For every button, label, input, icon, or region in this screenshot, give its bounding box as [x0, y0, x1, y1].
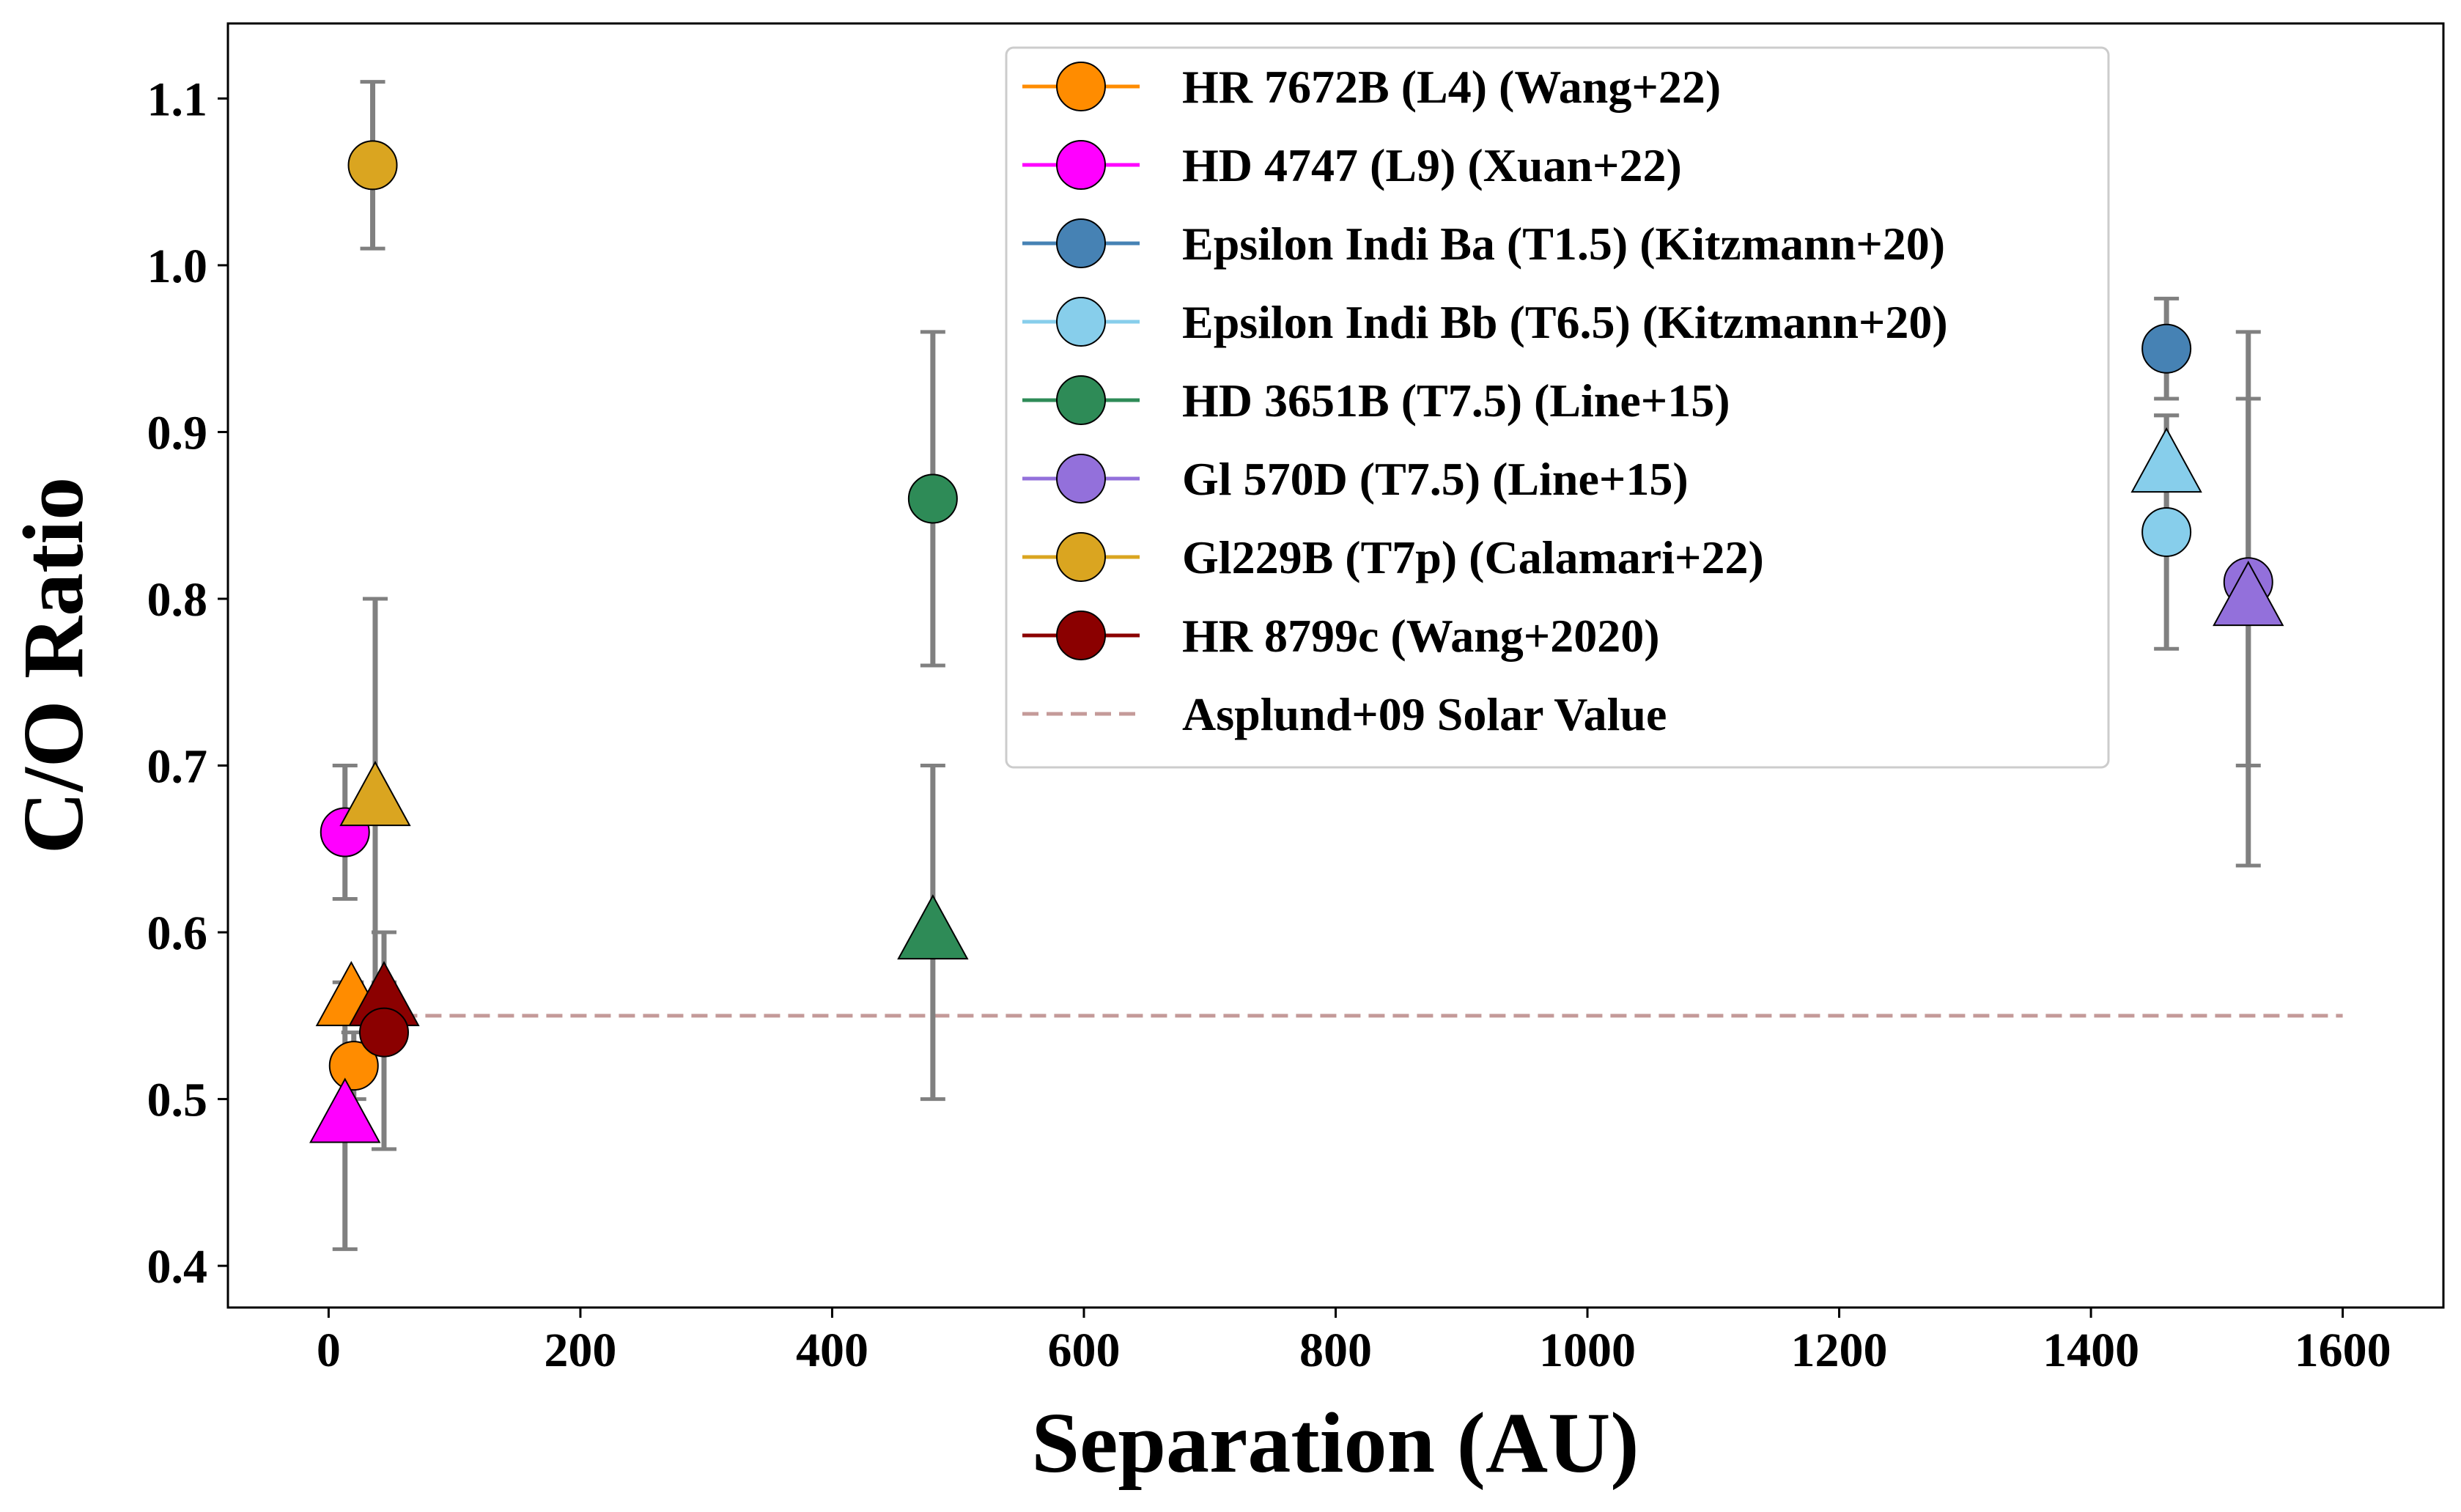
legend-label: Epsilon Indi Ba (T1.5) (Kitzmann+20): [1182, 218, 1945, 270]
x-tick-label: 0: [317, 1324, 341, 1377]
x-tick-label: 400: [796, 1324, 868, 1377]
data-marker-circle: [2141, 323, 2192, 374]
data-marker-circle: [347, 140, 398, 191]
legend-label: Asplund+09 Solar Value: [1182, 688, 1667, 740]
x-tick-label: 1000: [1539, 1324, 1636, 1377]
y-tick-label: 1.1: [147, 73, 208, 126]
legend-label: HD 4747 (L9) (Xuan+22): [1182, 139, 1682, 191]
y-tick-label: 1.0: [147, 240, 208, 293]
y-tick-label: 0.5: [147, 1074, 208, 1127]
legend-label: Gl229B (T7p) (Calamari+22): [1182, 531, 1764, 583]
y-axis-title: C/O Ratio: [5, 477, 101, 855]
legend-label: HR 7672B (L4) (Wang+22): [1182, 61, 1721, 113]
y-tick-label: 0.4: [147, 1240, 208, 1294]
x-tick-label: 1200: [1791, 1324, 1888, 1377]
y-tick-label: 0.9: [147, 406, 208, 460]
data-marker-circle: [358, 1007, 409, 1058]
x-tick-label: 200: [544, 1324, 616, 1377]
x-axis-title: Separation (AU): [1031, 1395, 1639, 1491]
legend-label: HR 8799c (Wang+2020): [1182, 610, 1660, 662]
data-marker-triangle: [339, 761, 411, 827]
legend-marker: [1056, 218, 1106, 268]
legend-label: Gl 570D (T7.5) (Line+15): [1182, 453, 1689, 505]
data-marker-circle: [2141, 506, 2192, 557]
legend: HR 7672B (L4) (Wang+22) HD 4747 (L9) (Xua…: [1005, 46, 2110, 769]
y-tick-label: 0.6: [147, 907, 208, 960]
legend-marker: [1056, 375, 1106, 425]
legend-marker: [1056, 611, 1106, 660]
legend-marker: [1056, 454, 1106, 504]
legend-marker: [1056, 532, 1106, 582]
legend-label: HD 3651B (T7.5) (Line+15): [1182, 375, 1730, 427]
data-marker-circle: [328, 1041, 379, 1091]
x-tick-label: 1600: [2295, 1324, 2391, 1377]
legend-marker: [1056, 62, 1106, 111]
legend-label: Epsilon Indi Bb (T6.5) (Kitzmann+20): [1182, 296, 1948, 348]
data-marker-triangle: [897, 894, 969, 960]
y-tick-label: 0.8: [147, 573, 208, 627]
data-marker-circle: [907, 473, 958, 524]
data-markers: [309, 140, 2284, 1143]
data-marker-triangle: [309, 1077, 381, 1143]
legend-marker: [1056, 297, 1106, 347]
legend-box: [1005, 46, 2110, 769]
x-tick-label: 800: [1299, 1324, 1372, 1377]
data-marker-triangle: [2130, 427, 2202, 493]
legend-marker: [1056, 140, 1106, 190]
y-tick-label: 0.7: [147, 740, 208, 794]
x-tick-label: 600: [1047, 1324, 1120, 1377]
data-marker-triangle: [2213, 561, 2284, 627]
axis-ticks: 0 200 400 600 800 1000 1200 1400 1600 0.4 0.5 0.6 0.…: [147, 73, 2391, 1377]
x-tick-label: 1400: [2043, 1324, 2139, 1377]
